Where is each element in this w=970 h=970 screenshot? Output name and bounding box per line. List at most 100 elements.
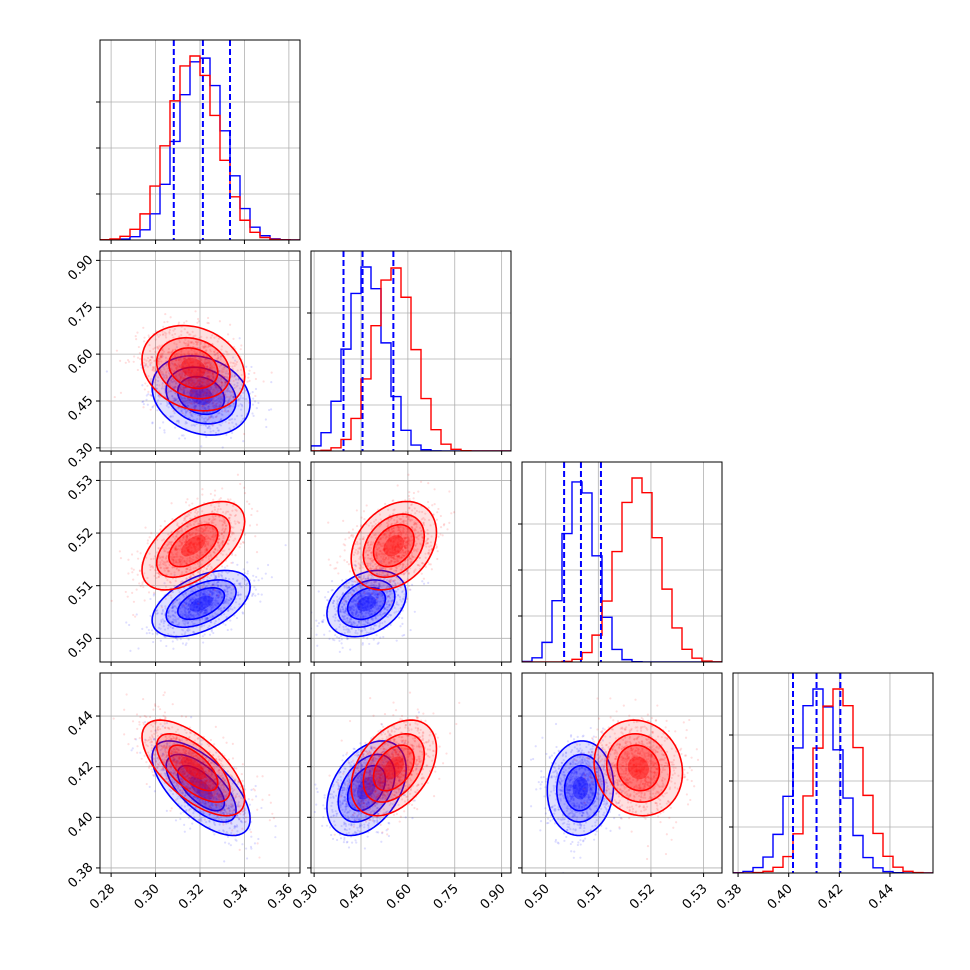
scatter-point — [202, 368, 205, 371]
scatter-point — [217, 429, 221, 432]
scatter-point — [233, 418, 237, 421]
scatter-point — [191, 369, 194, 372]
scatter-point — [151, 355, 154, 359]
scatter-point — [346, 637, 349, 640]
scatter-point — [233, 374, 236, 377]
scatter-point — [221, 487, 224, 490]
scatter-point — [187, 401, 190, 404]
scatter-point — [200, 359, 203, 362]
scatter-point — [198, 336, 201, 340]
scatter-point — [136, 331, 139, 334]
scatter-point — [207, 405, 210, 408]
scatter-point — [178, 437, 181, 440]
scatter-point — [297, 642, 299, 644]
scatter-point — [196, 359, 200, 362]
scatter-point — [163, 375, 166, 379]
scatter-point — [206, 426, 209, 429]
scatter-point — [146, 384, 149, 387]
scatter-point — [187, 381, 191, 384]
scatter-point — [180, 395, 183, 399]
scatter-point — [187, 391, 190, 394]
scatter-point — [412, 491, 416, 495]
scatter-point — [215, 402, 218, 406]
scatter-point — [180, 333, 183, 337]
scatter-point — [198, 390, 201, 393]
scatter-point — [216, 351, 219, 355]
scatter-point — [236, 369, 239, 372]
scatter-point — [207, 392, 210, 395]
scatter-point — [173, 397, 177, 400]
scatter-point — [240, 378, 244, 381]
scatter-point — [164, 371, 168, 374]
scatter-point — [196, 413, 200, 417]
scatter-point — [187, 382, 190, 385]
scatter-point — [224, 381, 228, 384]
scatter-point — [323, 633, 326, 636]
scatter-point — [223, 366, 226, 369]
scatter-point — [170, 375, 173, 378]
scatter-point — [232, 345, 236, 349]
scatter-point — [198, 395, 201, 398]
scatter-point — [161, 330, 164, 333]
scatter-point — [191, 379, 194, 382]
scatter-point — [142, 406, 145, 409]
scatter-point — [270, 381, 273, 384]
scatter-point — [172, 397, 175, 400]
scatter-point — [355, 509, 358, 512]
scatter-point — [204, 357, 207, 360]
scatter-point — [244, 398, 248, 401]
scatter-point — [199, 385, 202, 388]
scatter-point — [219, 363, 223, 366]
scatter-point — [191, 391, 194, 394]
scatter-point — [180, 409, 183, 412]
scatter-point — [197, 320, 201, 323]
scatter-point — [223, 566, 227, 569]
scatter-point — [216, 398, 219, 401]
scatter-point — [191, 415, 194, 418]
scatter-point — [191, 502, 194, 505]
scatter-point — [229, 323, 232, 326]
scatter-point — [317, 590, 320, 593]
scatter-point — [211, 393, 214, 396]
scatter-point — [199, 400, 202, 403]
scatter-point — [362, 510, 366, 513]
scatter-point — [371, 592, 374, 595]
scatter-point — [250, 507, 254, 510]
scatter-point — [232, 396, 235, 399]
scatter-point — [219, 355, 223, 358]
scatter-point — [199, 389, 202, 392]
scatter-point — [184, 380, 187, 383]
scatter-point — [155, 633, 159, 636]
scatter-point — [195, 422, 198, 426]
scatter-point — [182, 400, 185, 403]
scatter-point — [229, 383, 232, 386]
scatter-point — [171, 394, 174, 398]
scatter-point — [409, 628, 412, 632]
scatter-point — [237, 398, 240, 401]
scatter-point — [212, 429, 215, 432]
scatter-point — [191, 381, 195, 384]
scatter-point — [179, 376, 182, 380]
scatter-point — [194, 390, 197, 393]
scatter-point — [212, 388, 215, 391]
scatter-point — [148, 631, 151, 635]
scatter-point — [177, 368, 180, 371]
scatter-point — [422, 582, 426, 585]
scatter-point — [160, 349, 164, 352]
scatter-point — [215, 387, 218, 390]
scatter-point — [437, 507, 440, 511]
scatter-point — [212, 372, 215, 376]
scatter-point — [227, 398, 230, 401]
scatter-point — [172, 647, 175, 650]
scatter-point — [195, 372, 199, 375]
scatter-point — [211, 372, 214, 375]
scatter-point — [430, 568, 433, 571]
scatter-point — [204, 394, 208, 397]
scatter-point — [202, 384, 205, 388]
scatter-point — [224, 363, 227, 366]
scatter-point — [218, 411, 221, 415]
scatter-point — [202, 403, 205, 406]
scatter-point — [202, 365, 205, 368]
scatter-point — [207, 370, 210, 373]
scatter-point — [244, 533, 247, 536]
